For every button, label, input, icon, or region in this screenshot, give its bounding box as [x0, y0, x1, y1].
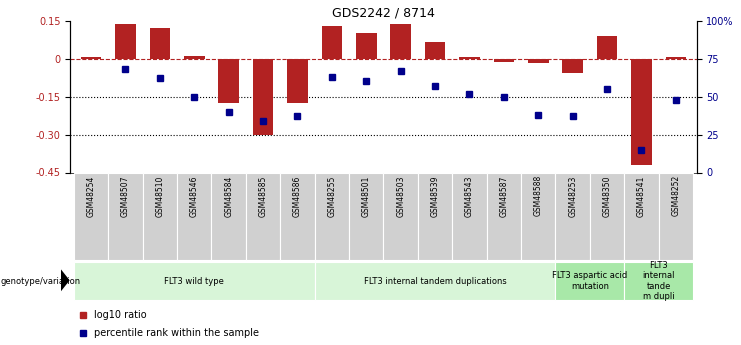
- Bar: [74, 262, 315, 300]
- Text: GSM48255: GSM48255: [328, 175, 336, 217]
- Bar: [280, 172, 315, 260]
- Bar: [287, 59, 308, 103]
- Bar: [487, 172, 521, 260]
- Bar: [556, 172, 590, 260]
- Text: GSM48584: GSM48584: [224, 175, 233, 217]
- Text: FLT3
internal
tande
m dupli: FLT3 internal tande m dupli: [642, 261, 675, 301]
- Text: GSM48539: GSM48539: [431, 175, 439, 217]
- Bar: [184, 56, 205, 59]
- Text: GSM48510: GSM48510: [156, 175, 165, 217]
- Bar: [452, 172, 487, 260]
- Text: FLT3 aspartic acid
mutation: FLT3 aspartic acid mutation: [552, 272, 628, 291]
- Bar: [391, 24, 411, 59]
- Text: GSM48543: GSM48543: [465, 175, 474, 217]
- Text: GSM48350: GSM48350: [602, 175, 611, 217]
- Text: GSM48501: GSM48501: [362, 175, 370, 217]
- Bar: [315, 262, 556, 300]
- Bar: [74, 172, 108, 260]
- Bar: [356, 33, 376, 59]
- Bar: [624, 262, 693, 300]
- Bar: [142, 172, 177, 260]
- Bar: [211, 172, 246, 260]
- Text: GSM48587: GSM48587: [499, 175, 508, 217]
- Text: genotype/variation: genotype/variation: [1, 277, 81, 286]
- Bar: [624, 172, 659, 260]
- Bar: [418, 172, 452, 260]
- Text: GSM48253: GSM48253: [568, 175, 577, 217]
- Bar: [494, 59, 514, 62]
- Text: GSM48252: GSM48252: [671, 175, 680, 216]
- Bar: [150, 28, 170, 59]
- Bar: [521, 172, 556, 260]
- Bar: [590, 172, 624, 260]
- Bar: [108, 172, 142, 260]
- Bar: [659, 172, 693, 260]
- Bar: [425, 42, 445, 59]
- Bar: [665, 57, 686, 59]
- Bar: [597, 36, 617, 59]
- Text: GSM48588: GSM48588: [534, 175, 543, 216]
- Text: percentile rank within the sample: percentile rank within the sample: [94, 328, 259, 338]
- Text: GSM48586: GSM48586: [293, 175, 302, 217]
- Bar: [556, 262, 624, 300]
- Bar: [459, 57, 479, 59]
- Bar: [384, 172, 418, 260]
- Bar: [253, 59, 273, 135]
- Bar: [81, 57, 102, 59]
- Text: FLT3 internal tandem duplications: FLT3 internal tandem duplications: [364, 277, 506, 286]
- Text: GSM48585: GSM48585: [259, 175, 268, 217]
- Text: GSM48507: GSM48507: [121, 175, 130, 217]
- Text: log10 ratio: log10 ratio: [94, 310, 147, 320]
- Text: GSM48546: GSM48546: [190, 175, 199, 217]
- Text: GSM48503: GSM48503: [396, 175, 405, 217]
- Bar: [562, 59, 583, 72]
- Bar: [631, 59, 652, 165]
- Bar: [349, 172, 383, 260]
- Polygon shape: [61, 269, 70, 292]
- Bar: [322, 26, 342, 59]
- Bar: [246, 172, 280, 260]
- Bar: [315, 172, 349, 260]
- Bar: [177, 172, 211, 260]
- Text: GSM48254: GSM48254: [87, 175, 96, 217]
- Text: FLT3 wild type: FLT3 wild type: [165, 277, 225, 286]
- Bar: [115, 24, 136, 59]
- Text: GSM48541: GSM48541: [637, 175, 646, 217]
- Bar: [528, 59, 548, 63]
- Title: GDS2242 / 8714: GDS2242 / 8714: [332, 7, 435, 20]
- Bar: [219, 59, 239, 103]
